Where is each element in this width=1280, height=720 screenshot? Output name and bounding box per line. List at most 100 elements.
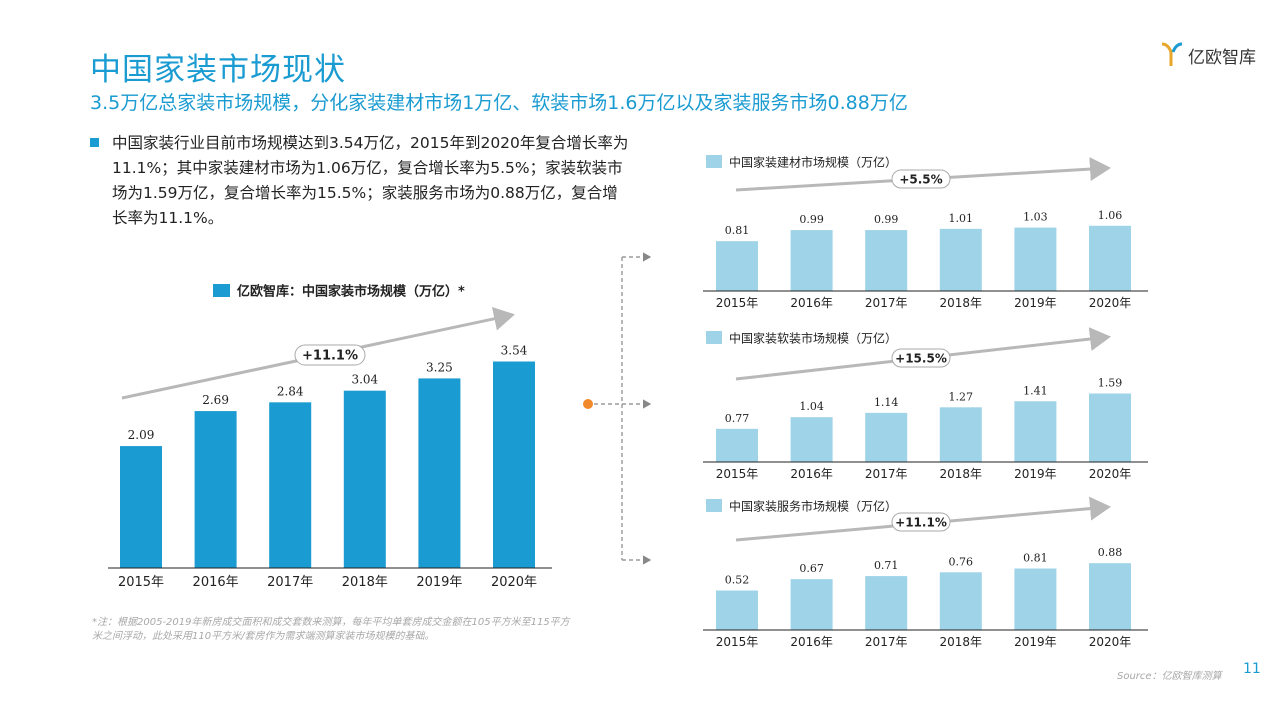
- legend-label: 中国家装服务市场规模（万亿）: [729, 499, 897, 514]
- bar: [865, 230, 908, 291]
- bar: [343, 390, 386, 568]
- page-subtitle: 3.5万亿总家装市场规模，分化家装建材市场1万亿、软装市场1.6万亿以及家装服务…: [90, 92, 908, 114]
- bar: [1089, 393, 1131, 462]
- data-label: 0.52: [725, 574, 750, 587]
- legend-label: 亿欧智库：中国家装市场规模（万亿）*: [237, 284, 465, 300]
- data-label: 1.01: [949, 212, 974, 225]
- data-label: 0.67: [799, 562, 824, 575]
- bar-chart-1: 亿欧智库：中国家装市场规模（万亿）* +11.1% 2.09 2015年 2.69 201…: [108, 284, 552, 590]
- bar: [1089, 225, 1131, 291]
- connector-dot: [583, 399, 593, 409]
- growth-badge: [294, 344, 366, 366]
- bar: [716, 428, 758, 462]
- data-label: 1.59: [1098, 377, 1123, 390]
- bar: [939, 228, 982, 291]
- data-label: 0.88: [1098, 546, 1123, 559]
- data-label: 3.25: [426, 360, 453, 374]
- source-text: Source：亿欧智库测算: [1117, 671, 1222, 682]
- page-title: 中国家装市场现状: [90, 52, 346, 88]
- bullet-square-icon: [90, 138, 99, 147]
- bar: [1089, 563, 1131, 630]
- data-label: 0.99: [799, 213, 824, 226]
- bar: [716, 590, 758, 630]
- legend-swatch: [213, 284, 230, 297]
- bar: [269, 402, 312, 568]
- growth-badge-label: +11.1%: [302, 349, 358, 364]
- growth-badge: [891, 512, 951, 532]
- x-tick-label: 2020年: [1089, 635, 1132, 649]
- bar-chart-4: 中国家装服务市场规模（万亿） +11.1% 0.52 2015年 0.67 2016年 0.…: [703, 496, 1148, 649]
- bar: [1014, 401, 1057, 462]
- bar: [790, 417, 833, 462]
- growth-badge: [891, 169, 951, 189]
- growth-badge-label: +5.5%: [899, 173, 942, 187]
- data-label: 0.99: [874, 213, 899, 226]
- x-tick-label: 2017年: [865, 296, 908, 310]
- bar: [790, 579, 833, 630]
- data-label: 0.71: [874, 559, 899, 572]
- bar: [418, 378, 461, 568]
- data-label: 0.76: [949, 555, 974, 568]
- x-tick-label: 2019年: [1014, 467, 1057, 481]
- bar: [1014, 568, 1057, 630]
- bar: [493, 361, 535, 568]
- footnote: *注：根据2005-2019年新房成交面积和成交套数来测算，每年平均单套房成交金…: [92, 617, 570, 642]
- x-tick-label: 2015年: [118, 575, 164, 590]
- bar: [1014, 227, 1057, 291]
- bar: [716, 241, 758, 291]
- page-number: 11: [1243, 661, 1261, 677]
- legend-label: 中国家装建材市场规模（万亿）: [729, 155, 897, 170]
- x-tick-label: 2020年: [1089, 296, 1132, 310]
- connector: [583, 252, 652, 565]
- logo-mark-icon: [1161, 42, 1183, 66]
- x-tick-label: 2019年: [1014, 296, 1057, 310]
- x-tick-label: 2016年: [790, 635, 833, 649]
- brand-logo: 亿欧智库: [1160, 42, 1256, 68]
- intro-paragraph: 中国家装行业目前市场规模达到3.54万亿，2015年到2020年复合增长率为11…: [112, 134, 629, 227]
- bar: [120, 446, 162, 568]
- bar: [790, 230, 833, 291]
- data-label: 0.81: [725, 224, 750, 237]
- x-tick-label: 2016年: [790, 467, 833, 481]
- growth-badge: [891, 348, 951, 368]
- x-tick-label: 2017年: [865, 467, 908, 481]
- data-label: 1.04: [799, 400, 824, 413]
- growth-badge-label: +11.1%: [895, 516, 947, 530]
- data-label: 1.41: [1023, 384, 1048, 397]
- x-tick-label: 2018年: [342, 575, 388, 590]
- x-tick-label: 2020年: [491, 575, 537, 590]
- data-label: 1.14: [874, 396, 899, 409]
- data-label: 1.06: [1098, 209, 1123, 222]
- legend-swatch: [706, 331, 722, 344]
- bar: [194, 411, 237, 568]
- data-label: 3.04: [351, 373, 378, 387]
- x-tick-label: 2018年: [940, 635, 983, 649]
- x-tick-label: 2016年: [193, 575, 239, 590]
- x-tick-label: 2019年: [416, 575, 462, 590]
- x-tick-label: 2015年: [716, 467, 759, 481]
- data-label: 0.81: [1023, 552, 1048, 565]
- x-tick-label: 2018年: [940, 296, 983, 310]
- data-label: 1.27: [949, 390, 974, 403]
- x-tick-label: 2019年: [1014, 635, 1057, 649]
- growth-badge-label: +15.5%: [895, 352, 947, 366]
- data-label: 2.84: [277, 384, 304, 398]
- legend-swatch: [706, 499, 722, 512]
- x-tick-label: 2016年: [790, 296, 833, 310]
- bar: [865, 576, 908, 630]
- data-label: 3.54: [501, 344, 528, 358]
- x-tick-label: 2017年: [865, 635, 908, 649]
- bar-chart-3: 中国家装软装市场规模（万亿） +15.5% 0.77 2015年 1.04 2016年 1.…: [703, 327, 1148, 481]
- legend-swatch: [706, 155, 722, 168]
- bar: [865, 412, 908, 462]
- legend-label: 中国家装软装市场规模（万亿）: [729, 331, 897, 346]
- data-label: 2.09: [128, 428, 155, 442]
- x-tick-label: 2020年: [1089, 467, 1132, 481]
- x-tick-label: 2015年: [716, 635, 759, 649]
- data-label: 2.69: [202, 393, 229, 407]
- x-tick-label: 2015年: [716, 296, 759, 310]
- x-tick-label: 2017年: [267, 575, 313, 590]
- bar: [939, 572, 982, 630]
- bar: [939, 407, 982, 462]
